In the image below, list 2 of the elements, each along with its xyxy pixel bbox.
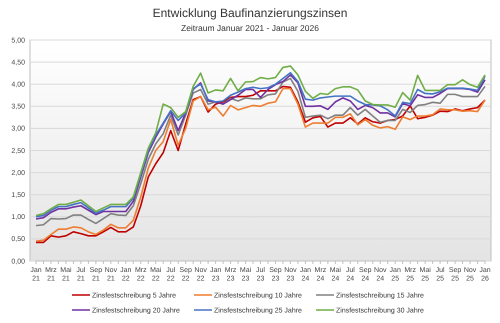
- chart-title: Entwicklung Baufinanzierungszinsen: [152, 6, 348, 20]
- chart-subtitle: Zeitraum Januar 2021 - Januar 2026: [181, 23, 320, 33]
